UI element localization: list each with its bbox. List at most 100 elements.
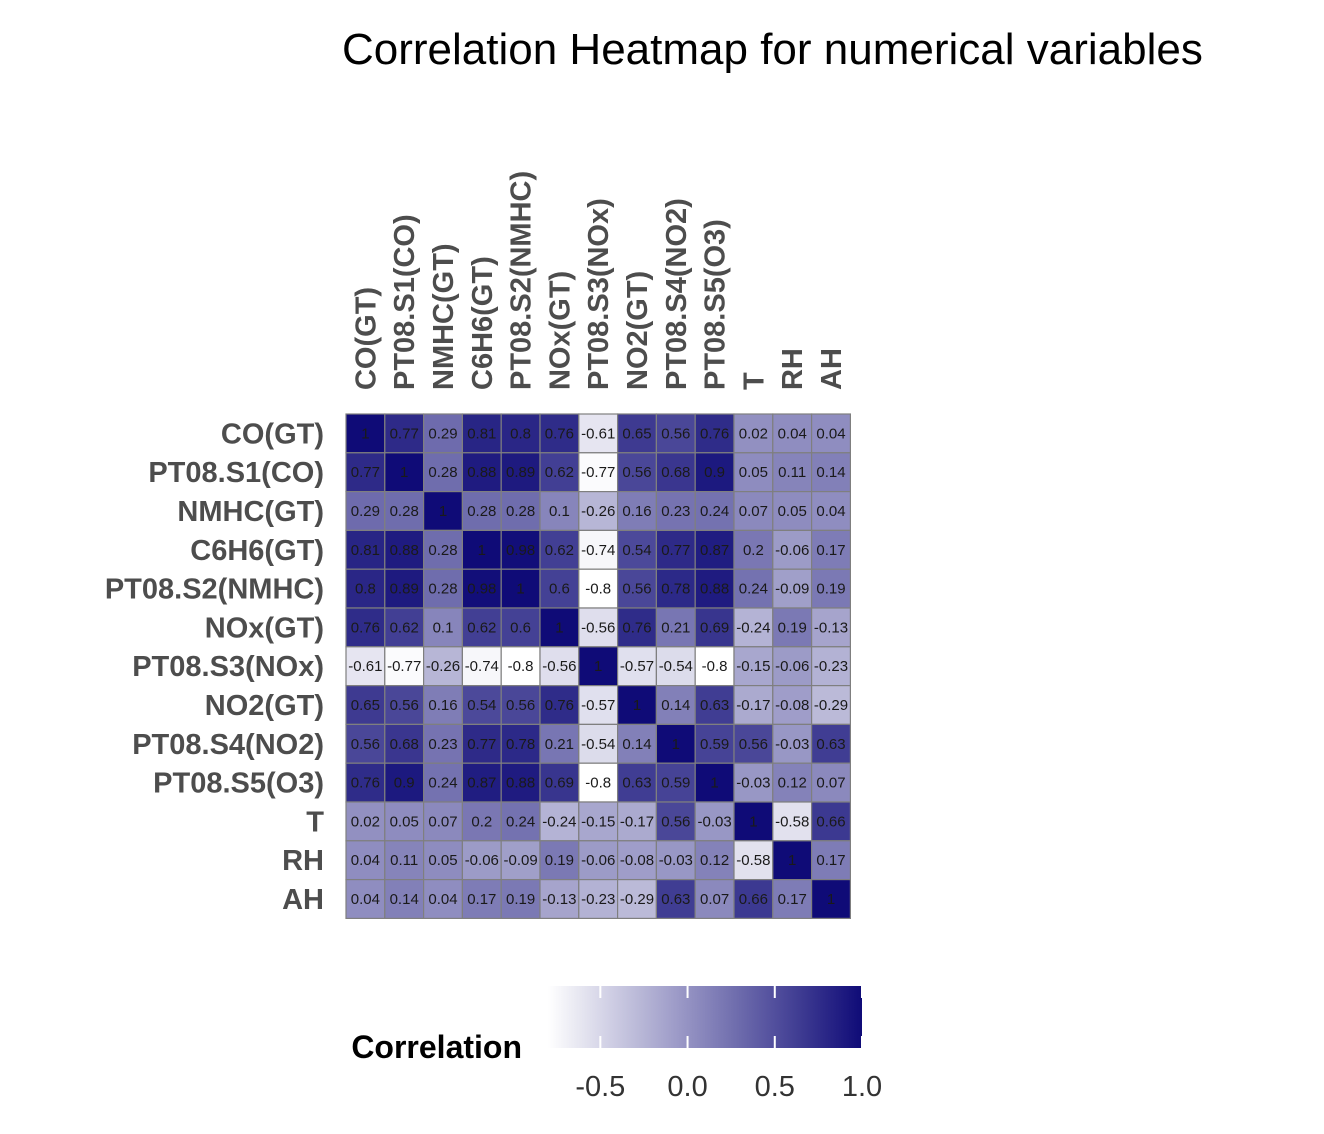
heatmap-cell-nox-gt-pt08-s5-o3 (694, 607, 735, 648)
heatmap-cell-pt08-s4-no2-t (733, 723, 774, 764)
cell-label-nox-gt-c6h6-gt: 0.62 (467, 619, 496, 636)
heatmap-cell-pt08-s2-nmhc-nmhc-gt (423, 568, 464, 609)
cell-label-ah-co-gt: 0.04 (351, 891, 380, 908)
cell-label-pt08-s5-o3-rh: 0.12 (778, 775, 807, 792)
cell-label-nox-gt-nmhc-gt: 0.1 (433, 619, 454, 636)
heatmap-cell-no2-gt-c6h6-gt (461, 684, 502, 725)
x-label-pt08-s5-o3: PT08.S5(O3) (700, 219, 732, 390)
y-label-pt08-s1-co: PT08.S1(CO) (148, 457, 324, 489)
x-label-c6h6-gt: C6H6(GT) (467, 256, 499, 390)
y-label-no2-gt: NO2(GT) (205, 690, 324, 722)
heatmap-cell-nox-gt-nmhc-gt (423, 607, 464, 648)
cell-label-ah-nmhc-gt: 0.04 (428, 891, 457, 908)
cell-label-co-gt-pt08-s4-no2: 0.56 (661, 425, 690, 442)
cell-label-pt08-s5-o3-co-gt: 0.76 (351, 775, 380, 792)
heatmap-cell-pt08-s3-nox-pt08-s5-o3 (694, 646, 735, 687)
heatmap-cell-pt08-s3-nox-pt08-s4-no2 (655, 646, 696, 687)
cell-label-pt08-s4-no2-nmhc-gt: 0.23 (428, 736, 457, 753)
heatmap-cell-rh-nox-gt (539, 840, 580, 881)
heatmap-cell-pt08-s5-o3-rh (772, 762, 813, 803)
cell-label-c6h6-gt-ah: 0.17 (816, 542, 845, 559)
heatmap-cell-c6h6-gt-nmhc-gt (423, 529, 464, 570)
cell-label-pt08-s1-co-no2-gt: 0.56 (622, 464, 651, 481)
cell-label-pt08-s5-o3-pt08-s2-nmhc: 0.88 (506, 775, 535, 792)
y-label-pt08-s2-nmhc: PT08.S2(NMHC) (105, 574, 324, 606)
cell-label-pt08-s1-co-rh: 0.11 (778, 464, 806, 481)
cell-label-pt08-s3-nox-pt08-s5-o3: -0.8 (702, 658, 728, 675)
heatmap-cell-pt08-s2-nmhc-rh (772, 568, 813, 609)
cell-label-pt08-s4-no2-co-gt: 0.56 (351, 736, 380, 753)
heatmap-cell-t-ah (810, 801, 851, 842)
cell-label-c6h6-gt-rh: -0.06 (775, 542, 809, 559)
heatmap-cell-pt08-s1-co-nox-gt (539, 452, 580, 493)
heatmap-cell-co-gt-co-gt (345, 413, 386, 454)
cell-label-nmhc-gt-co-gt: 0.29 (351, 503, 380, 520)
heatmap-cell-pt08-s5-o3-pt08-s5-o3 (694, 762, 735, 803)
heatmap-cell-pt08-s2-nmhc-pt08-s1-co (384, 568, 425, 609)
cell-label-nmhc-gt-nox-gt: 0.1 (549, 503, 570, 520)
cell-label-pt08-s3-nox-pt08-s3-nox: 1 (594, 658, 602, 675)
cell-label-nmhc-gt-pt08-s2-nmhc: 0.28 (506, 503, 535, 520)
cell-label-co-gt-pt08-s2-nmhc: 0.8 (510, 425, 531, 442)
cell-label-pt08-s5-o3-pt08-s1-co: 0.9 (394, 775, 415, 792)
heatmap-cell-nox-gt-ah (810, 607, 851, 648)
heatmap-cell-no2-gt-nox-gt (539, 684, 580, 725)
cell-label-co-gt-pt08-s1-co: 0.77 (390, 425, 419, 442)
heatmap-cell-nox-gt-c6h6-gt (461, 607, 502, 648)
heatmap-cell-pt08-s3-nox-c6h6-gt (461, 646, 502, 687)
heatmap-cell-co-gt-rh (772, 413, 813, 454)
heatmap-cell-nmhc-gt-ah (810, 491, 851, 532)
heatmap-cell-nox-gt-rh (772, 607, 813, 648)
heatmap-cell-ah-no2-gt (616, 878, 657, 919)
y-label-c6h6-gt: C6H6(GT) (190, 535, 324, 567)
cell-label-co-gt-nmhc-gt: 0.29 (428, 425, 457, 442)
heatmap-cell-rh-rh (772, 840, 813, 881)
cell-label-no2-gt-pt08-s4-no2: 0.14 (661, 697, 690, 714)
cell-label-co-gt-ah: 0.04 (816, 425, 845, 442)
cell-label-pt08-s4-no2-pt08-s2-nmhc: 0.78 (506, 736, 535, 753)
heatmap-cell-pt08-s5-o3-pt08-s2-nmhc (500, 762, 541, 803)
cell-label-t-pt08-s3-nox: -0.15 (581, 813, 615, 830)
heatmap-cell-no2-gt-pt08-s3-nox (578, 684, 619, 725)
cell-label-no2-gt-t: -0.17 (736, 697, 770, 714)
heatmap-cell-nox-gt-no2-gt (616, 607, 657, 648)
cell-label-t-ah: 0.66 (816, 813, 845, 830)
y-label-nox-gt: NOx(GT) (205, 612, 324, 644)
heatmap-cell-pt08-s4-no2-co-gt (345, 723, 386, 764)
cell-label-co-gt-c6h6-gt: 0.81 (467, 425, 496, 442)
heatmap-cell-rh-pt08-s2-nmhc (500, 840, 541, 881)
y-label-ah: AH (282, 884, 324, 916)
heatmap-cell-pt08-s1-co-pt08-s3-nox (578, 452, 619, 493)
heatmap-cell-c6h6-gt-ah (810, 529, 851, 570)
heatmap-cell-nmhc-gt-co-gt (345, 491, 386, 532)
cell-label-pt08-s5-o3-t: -0.03 (736, 775, 770, 792)
heatmap-cell-pt08-s4-no2-rh (772, 723, 813, 764)
cell-label-nox-gt-pt08-s3-nox: -0.56 (581, 619, 615, 636)
heatmap-cell-pt08-s2-nmhc-c6h6-gt (461, 568, 502, 609)
cell-label-pt08-s1-co-c6h6-gt: 0.88 (467, 464, 496, 481)
cell-label-nox-gt-pt08-s5-o3: 0.69 (700, 619, 729, 636)
cell-label-pt08-s4-no2-ah: 0.63 (816, 736, 845, 753)
heatmap-cells (345, 413, 851, 919)
heatmap-cell-rh-no2-gt (616, 840, 657, 881)
cell-label-pt08-s1-co-co-gt: 0.77 (351, 464, 380, 481)
cell-label-pt08-s1-co-pt08-s5-o3: 0.9 (704, 464, 725, 481)
x-label-no2-gt: NO2(GT) (622, 271, 654, 390)
cell-label-ah-c6h6-gt: 0.17 (467, 891, 496, 908)
cell-label-pt08-s2-nmhc-pt08-s3-nox: -0.8 (585, 581, 611, 598)
cell-label-rh-no2-gt: -0.08 (620, 852, 654, 869)
cell-label-pt08-s4-no2-c6h6-gt: 0.77 (467, 736, 496, 753)
cell-label-pt08-s2-nmhc-pt08-s5-o3: 0.88 (700, 581, 729, 598)
cell-label-c6h6-gt-pt08-s2-nmhc: 0.98 (506, 542, 535, 559)
heatmap-cell-rh-c6h6-gt (461, 840, 502, 881)
cell-label-t-nmhc-gt: 0.07 (428, 813, 457, 830)
heatmap-cell-pt08-s4-no2-nox-gt (539, 723, 580, 764)
cell-label-pt08-s2-nmhc-rh: -0.09 (775, 581, 809, 598)
cell-label-rh-co-gt: 0.04 (351, 852, 380, 869)
cell-label-c6h6-gt-pt08-s1-co: 0.88 (390, 542, 419, 559)
heatmap-cell-pt08-s1-co-pt08-s4-no2 (655, 452, 696, 493)
cell-label-nmhc-gt-rh: 0.05 (778, 503, 807, 520)
heatmap-cell-ah-pt08-s2-nmhc (500, 878, 541, 919)
cell-label-pt08-s1-co-ah: 0.14 (816, 464, 845, 481)
y-label-pt08-s3-nox: PT08.S3(NOx) (132, 651, 324, 683)
